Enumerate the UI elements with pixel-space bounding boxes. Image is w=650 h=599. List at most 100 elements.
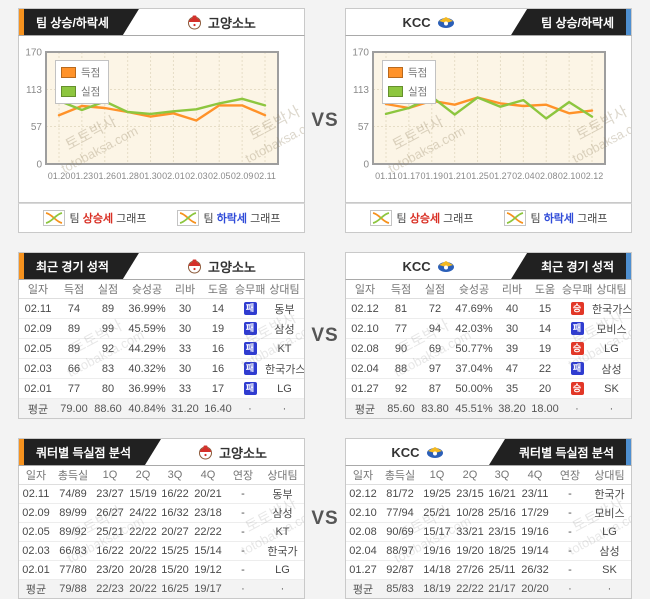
table-row: 02.09 89/99 26/27 24/22 16/32 23/18- 삼성 (19, 503, 304, 523)
table-row: 02.10 77/94 25/21 10/28 25/16 17/29- 모비스 (346, 503, 631, 523)
table-row: 02.12 81/72 19/25 23/15 16/21 23/11- 한국가 (346, 484, 631, 504)
svg-text:02.04: 02.04 (512, 171, 535, 181)
svg-text:0: 0 (363, 160, 369, 171)
team-logo-sono-icon (188, 259, 202, 273)
svg-text:170: 170 (25, 48, 42, 59)
table-row: 01.27 92 87 50.00% 35 20 승 SK (346, 378, 631, 399)
recent-left-header: 최근 경기 성적 고양소노 (18, 252, 305, 280)
trend-left-tab: 팀 상승/하락세 (19, 9, 139, 35)
fall-graph-icon (176, 210, 199, 226)
svg-text:01.27: 01.27 (489, 171, 512, 181)
column-header: 2Q (127, 466, 159, 485)
recent-right-column: KCC 최근 경기 성적 일자 득점 실점 슛성공 리바 도움 승무패 상대팀 02.12 81… (345, 252, 632, 419)
recent-title: 최근 경기 성적 (541, 259, 614, 274)
legend-swatch (388, 67, 403, 78)
svg-text:02.08: 02.08 (535, 171, 558, 181)
trend-left-graph-links: 팀 상승세 그래프 팀 하락세 그래프 (18, 203, 305, 233)
column-header: 승무패 (562, 280, 592, 299)
team-left-label: 고양소노 (139, 253, 304, 279)
team-right-label: KCC (346, 9, 511, 35)
result-badge: 패 (243, 322, 257, 335)
vs-label: VS (311, 324, 339, 346)
team-logo-sono-icon (188, 15, 202, 29)
team-rise-graph-link[interactable]: 팀 상승세 그래프 (42, 210, 147, 226)
recent-right-table-panel: 일자 득점 실점 슛성공 리바 도움 승무패 상대팀 02.12 81 72 47.69% 40 15 승… (345, 280, 632, 419)
svg-text:57: 57 (31, 122, 43, 133)
result-badge: 패 (243, 382, 257, 395)
table-row: 02.04 88 97 37.04% 47 22 패 삼성 (346, 358, 631, 379)
team-logo-kcc-icon (437, 260, 454, 272)
recent-title: 최근 경기 성적 (36, 259, 109, 274)
average-row: 평균 79/88 22/23 20/22 16/25 19/17 · · (19, 579, 304, 598)
table-row: 02.03 66/83 16/22 20/22 15/25 15/14- 한국가 (19, 541, 304, 561)
rise-graph-icon (42, 210, 65, 226)
trend-title: 팀 상승/하락세 (36, 15, 109, 30)
table-row: 02.01 77 80 36.99% 33 17 패 LG (19, 378, 304, 399)
table-row: 02.12 81 72 47.69% 40 15 승 한국가스 (346, 298, 631, 319)
svg-text:02.03: 02.03 (185, 171, 208, 181)
quarters-left-tab: 쿼터별 득실점 분석 (19, 439, 161, 465)
quarters-left-header: 쿼터별 득실점 분석 고양소노 (18, 438, 305, 466)
quarters-right-table: 일자 총득실 1Q 2Q 3Q 4Q 연장 상대팀 02.12 81/72 19/25 23/15 1… (346, 466, 631, 598)
svg-text:01.28: 01.28 (116, 171, 139, 181)
quarters-right-table-panel: 일자 총득실 1Q 2Q 3Q 4Q 연장 상대팀 02.12 81/72 19/25 23/15 1… (345, 466, 632, 599)
result-badge: 패 (243, 342, 257, 355)
team-fall-graph-link[interactable]: 팀 하락세 그래프 (503, 210, 607, 226)
svg-text:01.17: 01.17 (398, 171, 421, 181)
trend-chart-right-panel: 170 113 57 0 01.11 01.17 01.19 01.21 01.25 01.27 0… (345, 36, 632, 203)
recent-left-table: 일자 득점 실점 슛성공 리바 도움 승무패 상대팀 02.11 74 89 36.99% 30 14 패… (19, 280, 304, 418)
svg-text:01.26: 01.26 (94, 171, 117, 181)
column-header: 2Q (454, 466, 486, 485)
svg-text:01.30: 01.30 (139, 171, 162, 181)
svg-text:01.23: 01.23 (71, 171, 94, 181)
svg-text:02.12: 02.12 (581, 171, 604, 181)
chart-legend: 득점 실점 (55, 60, 110, 104)
recent-left-column: 최근 경기 성적 고양소노 일자 득점 실점 슛성공 리바 도움 승무패 상대팀 0 (18, 252, 305, 419)
column-header: 3Q (159, 466, 191, 485)
column-header: 상대팀 (592, 280, 631, 299)
team-left-label: 고양소노 (139, 9, 304, 35)
legend-swatch (61, 67, 76, 78)
average-row: 평균 79.00 88.60 40.84% 31.20 16.40 · · (19, 398, 304, 418)
svg-text:57: 57 (358, 122, 370, 133)
legend-label: 실점 (408, 86, 428, 98)
column-header: 상대팀 (588, 466, 631, 485)
vs-label: VS (311, 507, 339, 529)
team-right-name: KCC (402, 14, 431, 30)
svg-text:02.05: 02.05 (208, 171, 231, 181)
trend-right-graph-links: 팀 상승세 그래프 팀 하락세 그래프 (345, 203, 632, 233)
column-header: 1Q (93, 466, 127, 485)
column-header: 1Q (420, 466, 454, 485)
column-header: 상대팀 (265, 280, 304, 299)
quarters-right-header: KCC 쿼터별 득실점 분석 (345, 438, 632, 466)
trend-left-column: 팀 상승/하락세 고양소노 170 113 57 0 01.20 01.23 01.26 01… (18, 8, 305, 233)
column-header: 슛성공 (125, 280, 169, 299)
svg-text:01.20: 01.20 (48, 171, 71, 181)
team-rise-graph-link[interactable]: 팀 상승세 그래프 (369, 210, 474, 226)
vs-gap-quarters: VS (305, 438, 345, 599)
table-row: 02.05 89 92 44.29% 33 16 패 KT (19, 338, 304, 359)
trend-right-tab: 팀 상승/하락세 (511, 9, 631, 35)
svg-text:02.10: 02.10 (558, 171, 581, 181)
result-badge: 패 (570, 322, 584, 335)
recent-right-header: KCC 최근 경기 성적 (345, 252, 632, 280)
result-badge: 패 (243, 362, 257, 375)
section-trend: 팀 상승/하락세 고양소노 170 113 57 0 01.20 01.23 01.26 01… (18, 8, 632, 233)
legend-label: 득점 (408, 67, 428, 79)
column-header: 3Q (486, 466, 518, 485)
table-row: 02.01 77/80 23/20 20/28 15/20 19/12- LG (19, 560, 304, 580)
svg-text:113: 113 (353, 85, 369, 96)
column-header: 도움 (201, 280, 235, 299)
legend-label: 득점 (81, 67, 101, 79)
recent-right-table: 일자 득점 실점 슛성공 리바 도움 승무패 상대팀 02.12 81 72 47.69% 40 15 승… (346, 280, 631, 418)
team-fall-graph-link[interactable]: 팀 하락세 그래프 (176, 210, 280, 226)
column-header: 도움 (528, 280, 562, 299)
svg-text:02.01: 02.01 (162, 171, 185, 181)
table-row: 02.08 90 69 50.77% 39 19 승 LG (346, 338, 631, 359)
team-right-label: KCC (346, 439, 489, 465)
trend-right-column: KCC 팀 상승/하락세 170 113 57 0 01.11 01.17 01.19 01.… (345, 8, 632, 233)
team-left-name: 고양소노 (219, 445, 267, 461)
team-left-name: 고양소노 (208, 15, 256, 31)
